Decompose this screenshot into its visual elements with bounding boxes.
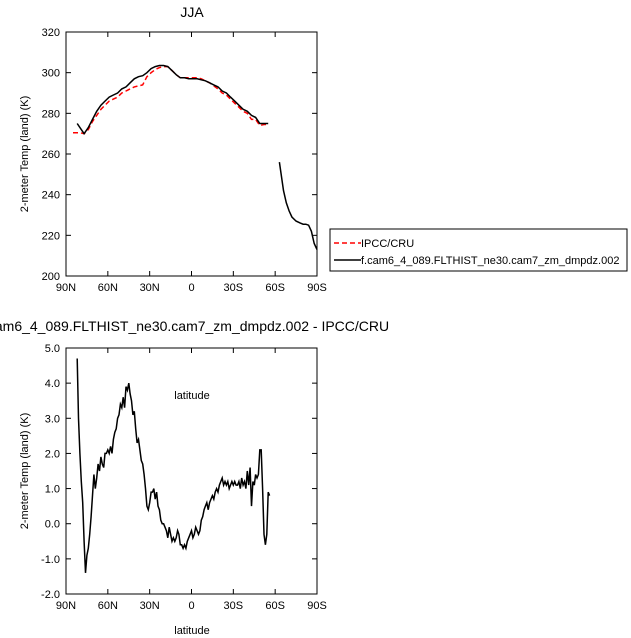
top-chart-y-tick-label: 280: [42, 108, 60, 120]
top-chart-x-tick-label: 90N: [56, 282, 76, 294]
bottom-chart-y-axis-label: 2-meter Temp (land) (K): [19, 413, 31, 530]
bottom-chart-y-tick-label: 3.0: [45, 413, 60, 425]
top-chart-title: JJA: [180, 4, 204, 20]
legend: IPCC/CRU f.cam6_4_089.FLTHIST_ne30.cam7_…: [329, 228, 628, 272]
bottom-chart-y-tick-label: 1.0: [45, 484, 60, 496]
bottom-chart-frame: [65, 347, 318, 595]
legend-label-ipcc-cru: IPCC/CRU: [361, 238, 414, 250]
top-chart-series-line-1: [73, 65, 269, 135]
top-chart-series-line-2: [76, 64, 318, 250]
top-chart-y-axis-label: 2-meter Temp (land) (K): [19, 96, 31, 213]
top-chart-axes: 200 220 240 260 280 300 320 90N 60N 30N 0 30S 60S 90S: [42, 27, 327, 294]
top-chart-y-tick-label: 200: [42, 271, 60, 283]
top-chart-y-tick-label: 300: [42, 68, 60, 80]
top-chart-y-tick-label: 240: [42, 190, 60, 202]
bottom-chart-x-tick-label: 90N: [56, 600, 76, 612]
top-chart-x-tick-label: 60S: [265, 282, 285, 294]
legend-box: [329, 228, 628, 272]
bottom-chart-x-tick-label: 30S: [224, 600, 244, 612]
top-panel: JJA 2-meter Temp (land) (K) latitude 200…: [19, 4, 327, 402]
top-chart-y-tick-label: 320: [42, 27, 60, 39]
top-chart-x-axis-label: latitude: [174, 390, 209, 402]
bottom-chart-title: am6_4_089.FLTHIST_ne30.cam7_zm_dmpdz.002…: [0, 318, 389, 334]
bottom-chart-x-tick-label: 60S: [265, 600, 285, 612]
bottom-chart-x-axis-label: latitude: [174, 625, 209, 637]
top-chart-y-tick-label: 260: [42, 149, 60, 161]
legend-label-model: f.cam6_4_089.FLTHIST_ne30.cam7_zm_dmpdz.…: [361, 255, 619, 267]
bottom-chart-y-tick-label: -2.0: [41, 589, 60, 601]
bottom-chart-x-tick-label: 30N: [140, 600, 160, 612]
bottom-chart-y-tick-label: 4.0: [45, 378, 60, 390]
top-chart-x-tick-label: 90S: [307, 282, 327, 294]
bottom-chart-y-tick-label: 5.0: [45, 343, 60, 355]
top-chart-x-tick-label: 0: [188, 282, 194, 294]
top-chart-x-tick-label: 30S: [224, 282, 244, 294]
bottom-chart-x-tick-label: 90S: [307, 600, 327, 612]
bottom-chart-axes: -2.0 -1.0 0.0 1.0 2.0 3.0 4.0 5.0 90N 60N 30N 0 30S 6…: [41, 343, 327, 612]
bottom-chart-x-tick-label: 60N: [98, 600, 118, 612]
bottom-chart-y-tick-label: 2.0: [45, 448, 60, 460]
bottom-chart-x-tick-label: 0: [188, 600, 194, 612]
bottom-chart-y-tick-label: 0.0: [45, 519, 60, 531]
top-chart-x-tick-label: 60N: [98, 282, 118, 294]
bottom-chart-series-line-1: [76, 358, 271, 573]
bottom-panel: am6_4_089.FLTHIST_ne30.cam7_zm_dmpdz.002…: [0, 318, 389, 637]
top-chart-frame: [65, 31, 318, 277]
top-chart-plot-area: [73, 64, 318, 250]
bottom-chart-y-tick-label: -1.0: [41, 554, 60, 566]
top-chart-x-tick-label: 30N: [140, 282, 160, 294]
bottom-chart-plot-area: [76, 358, 271, 573]
top-chart-y-tick-label: 220: [42, 230, 60, 242]
